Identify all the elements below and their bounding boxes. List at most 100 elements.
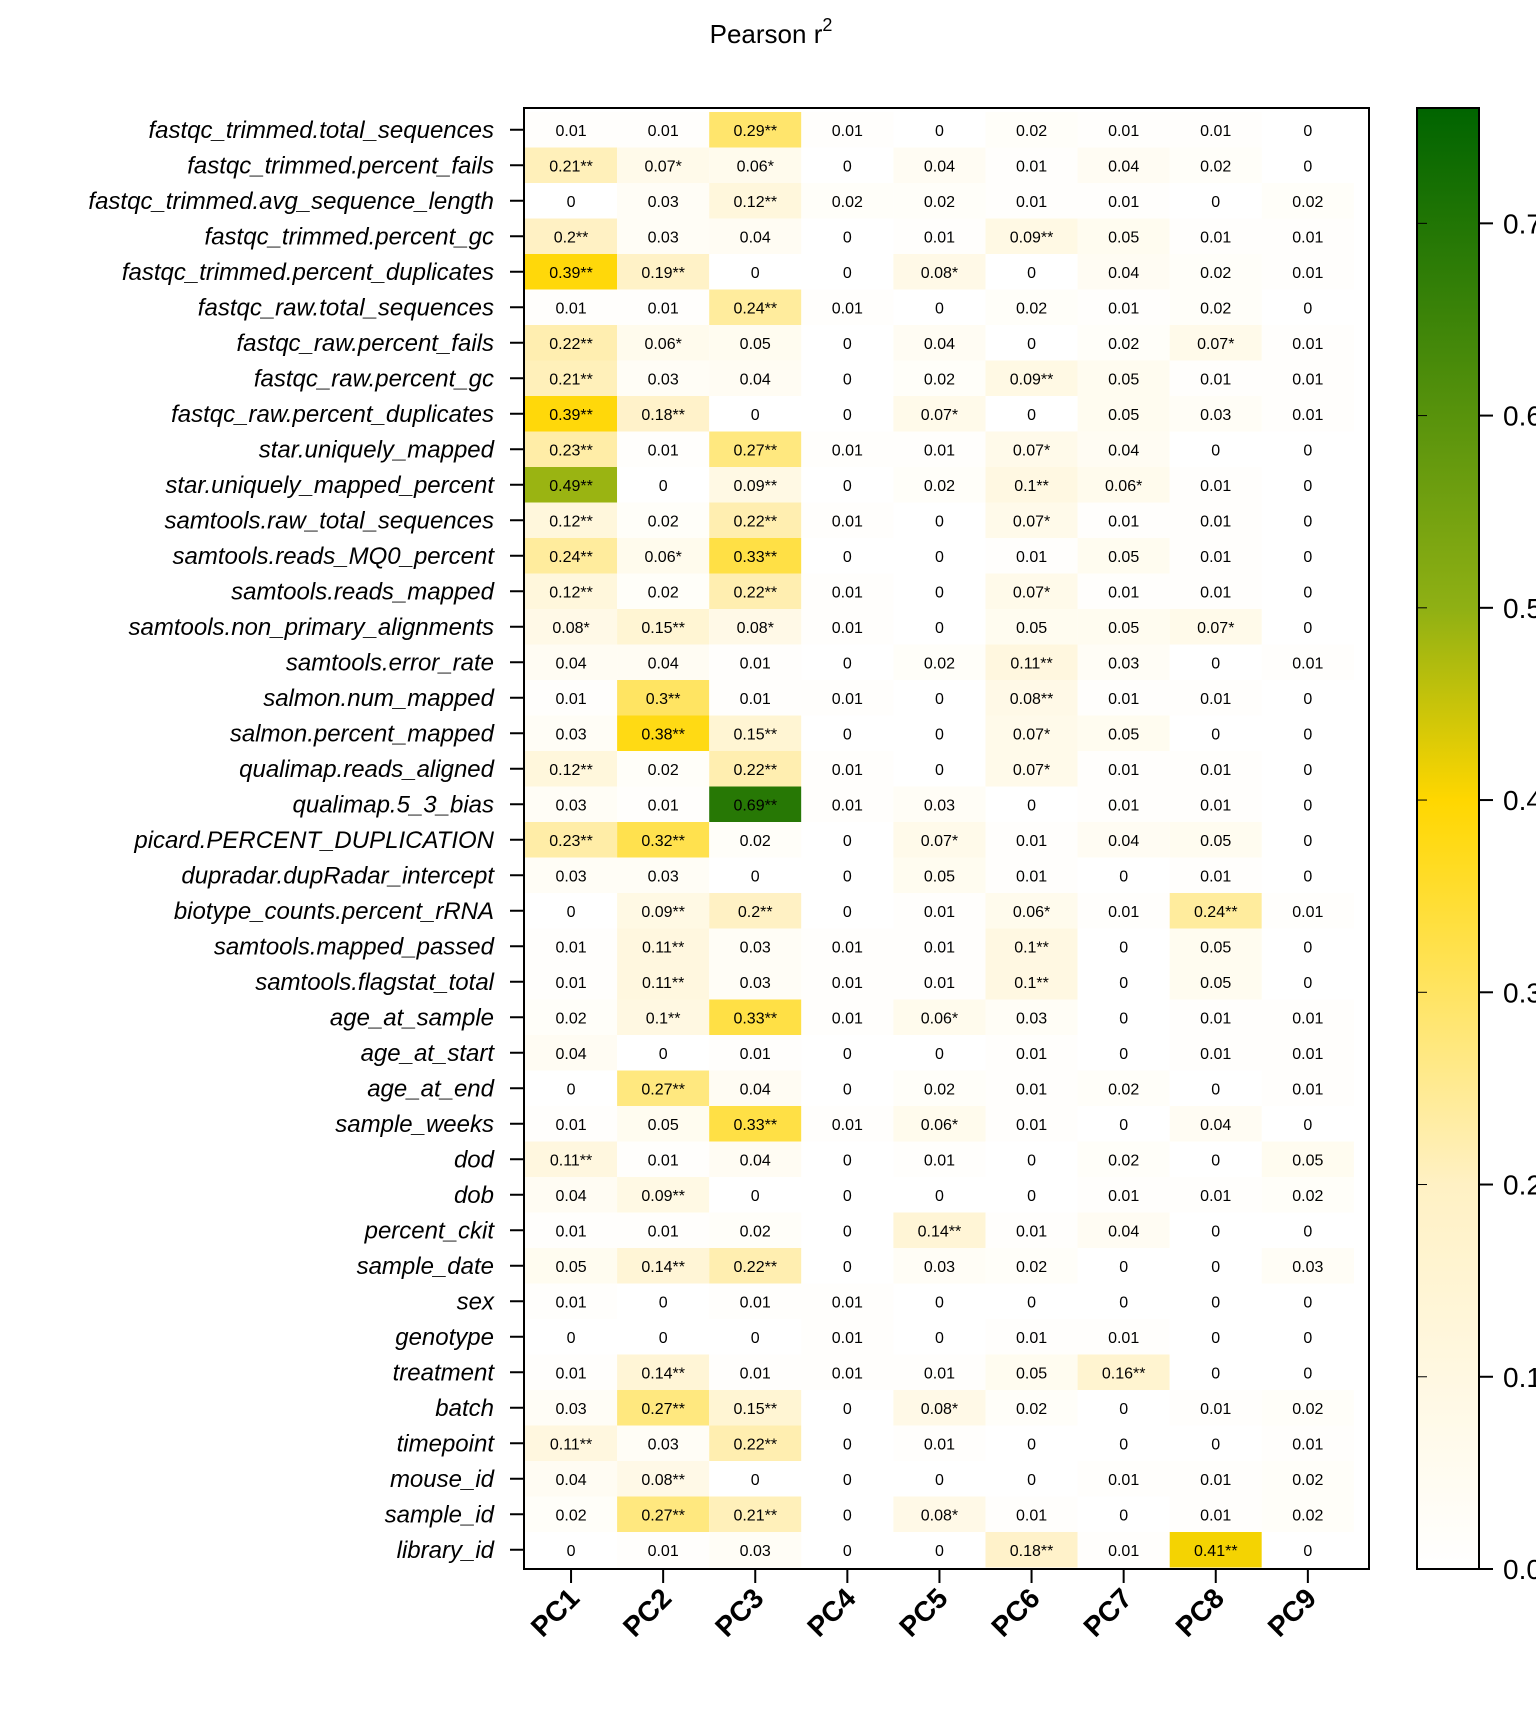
cell-value-label: 0.14** <box>641 1259 685 1276</box>
heatmap-cell <box>617 751 710 787</box>
cell-value-label: 0.09** <box>1010 371 1054 388</box>
cell-value-label: 0.01 <box>1016 833 1047 850</box>
row-label: age_at_sample <box>330 1004 494 1031</box>
heatmap-cell <box>1077 1177 1170 1213</box>
cell-value-label: 0.01 <box>1016 1507 1047 1524</box>
heatmap-cell <box>985 431 1078 467</box>
heatmap-cell <box>893 147 986 183</box>
cell-value-label: 0.01 <box>648 1543 679 1560</box>
heatmap-cell <box>985 680 1078 716</box>
heatmap-cell <box>617 396 710 432</box>
cell-value-label: 0.01 <box>1200 229 1231 246</box>
cell-value-label: 0.04 <box>740 229 771 246</box>
cell-value-label: 0.05 <box>1016 620 1047 637</box>
heatmap-cell <box>985 715 1078 751</box>
cell-value-label: 0 <box>659 478 668 495</box>
heatmap-cell <box>1169 964 1262 1000</box>
heatmap-cell <box>525 1212 618 1248</box>
colorbar-tick-label: 0.6 <box>1503 401 1536 432</box>
row-label: percent_ckit <box>364 1217 496 1244</box>
heatmap-cell <box>1169 396 1262 432</box>
heatmap-cell <box>617 680 710 716</box>
cell-value-label: 0 <box>935 584 944 601</box>
cell-value-label: 0 <box>1303 478 1312 495</box>
cell-value-label: 0 <box>1119 1046 1128 1063</box>
cell-value-label: 0 <box>935 549 944 566</box>
heatmap-cell <box>525 680 618 716</box>
column-label: PC1 <box>525 1582 585 1642</box>
cell-value-label: 0.09** <box>733 478 777 495</box>
cell-value-label: 0.05 <box>740 336 771 353</box>
heatmap-cell <box>1261 751 1354 787</box>
cell-value-label: 0.02 <box>1292 1188 1323 1205</box>
heatmap-cell <box>893 1532 986 1568</box>
colorbar-tick-label: 0.1 <box>1503 1362 1536 1393</box>
heatmap-cell <box>1261 1212 1354 1248</box>
cell-value-label: 0.11** <box>642 939 684 956</box>
heatmap-cell <box>617 999 710 1035</box>
cell-value-label: 0.22** <box>733 584 777 601</box>
cell-value-label: 0.07* <box>1013 584 1050 601</box>
cell-value-label: 0 <box>1119 1401 1128 1418</box>
heatmap-cell <box>525 1319 618 1355</box>
cell-value-label: 0 <box>1303 549 1312 566</box>
cell-value-label: 0.32** <box>641 833 685 850</box>
cell-value-label: 0 <box>935 513 944 530</box>
heatmap-cell <box>1261 680 1354 716</box>
column-label: PC7 <box>1077 1582 1137 1642</box>
row-label: timepoint <box>397 1430 496 1457</box>
cell-value-label: 0.01 <box>924 1436 955 1453</box>
heatmap-cell <box>525 1035 618 1071</box>
row-label: sample_weeks <box>335 1111 494 1138</box>
heatmap-cell <box>1261 857 1354 893</box>
row-label: fastqc_raw.percent_gc <box>254 365 494 392</box>
cell-value-label: 0.01 <box>1200 797 1231 814</box>
cell-value-label: 0.12** <box>733 194 777 211</box>
heatmap-cell <box>1077 680 1170 716</box>
cell-value-label: 0.01 <box>555 1294 586 1311</box>
cell-value-label: 0.14** <box>918 1223 962 1240</box>
cell-value-label: 0.02 <box>555 1507 586 1524</box>
cell-value-label: 0.06* <box>737 158 774 175</box>
cell-value-label: 0.01 <box>1200 1188 1231 1205</box>
heatmap-cell <box>709 1283 802 1319</box>
column-label: PC8 <box>1170 1582 1230 1642</box>
cell-value-label: 0 <box>935 1543 944 1560</box>
heatmap-cell <box>1169 1283 1262 1319</box>
row-label: dupradar.dupRadar_intercept <box>181 862 495 889</box>
cell-value-label: 0 <box>659 1294 668 1311</box>
heatmap-cell <box>985 289 1078 325</box>
heatmap-cell <box>617 928 710 964</box>
cell-value-label: 0 <box>1303 1223 1312 1240</box>
cell-value-label: 0.01 <box>648 1223 679 1240</box>
cell-value-label: 0.02 <box>1108 336 1139 353</box>
cell-value-label: 0.01 <box>832 1294 863 1311</box>
heatmap-cell <box>1077 147 1170 183</box>
heatmap-cell <box>801 1212 894 1248</box>
cell-value-label: 0.01 <box>1108 1472 1139 1489</box>
heatmap-cell <box>1077 1319 1170 1355</box>
cell-value-label: 0 <box>567 1543 576 1560</box>
heatmap-cell <box>617 893 710 929</box>
cell-value-label: 0 <box>843 336 852 353</box>
heatmap-cell <box>893 1354 986 1390</box>
cell-value-label: 0 <box>843 1259 852 1276</box>
cell-value-label: 0.01 <box>1108 1543 1139 1560</box>
cell-value-label: 0.03 <box>1108 655 1139 672</box>
heatmap-cell <box>893 218 986 254</box>
heatmap-cell <box>1169 147 1262 183</box>
heatmap-cell <box>709 928 802 964</box>
cell-value-label: 0.01 <box>740 655 771 672</box>
cell-value-label: 0.05 <box>1108 407 1139 424</box>
heatmap-cell <box>525 325 618 361</box>
cell-value-label: 0 <box>843 726 852 743</box>
cell-value-label: 0 <box>1211 1223 1220 1240</box>
heatmap-cell <box>801 1177 894 1213</box>
heatmap-cell <box>709 325 802 361</box>
heatmap-cell <box>709 538 802 574</box>
cell-value-label: 0.01 <box>1200 1507 1231 1524</box>
cell-value-label: 0.04 <box>555 1046 586 1063</box>
row-label: star.uniquely_mapped <box>259 436 495 463</box>
heatmap-cell <box>893 1390 986 1426</box>
colorbar-tick-label: 0.3 <box>1503 977 1536 1008</box>
